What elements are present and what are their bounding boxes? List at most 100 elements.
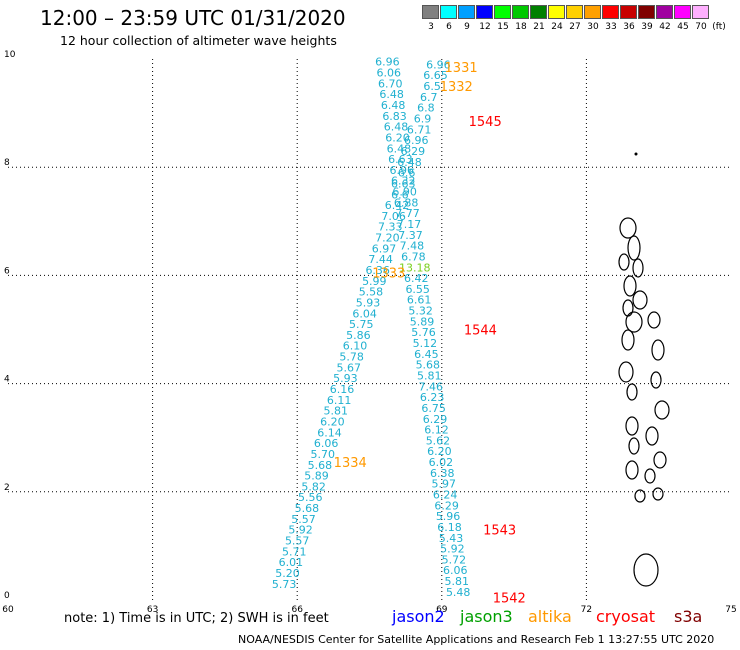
wave-height-value: 5.93 <box>333 372 358 385</box>
wave-height-value: 5.93 <box>356 296 381 309</box>
legend-label: 45 <box>677 22 689 32</box>
wave-height-value: 5.32 <box>408 305 433 318</box>
wave-height-value: 6.71 <box>407 123 432 136</box>
wave-height-value: 5.78 <box>339 351 364 364</box>
satellite-jason2: jason2 <box>392 607 445 626</box>
legend-label: 42 <box>659 22 671 32</box>
coastline-islet <box>634 152 638 156</box>
coastline-island <box>654 400 670 420</box>
legend-label: 30 <box>587 22 599 32</box>
wave-height-value: 5.20 <box>275 567 300 580</box>
wave-height-value: 6.83 <box>382 110 407 123</box>
wave-height-value: 5.48 <box>446 586 471 599</box>
wave-height-value: 6.16 <box>330 383 355 396</box>
wave-height-value: 6.18 <box>437 521 462 534</box>
wave-height-value: 6.11 <box>327 394 352 407</box>
wave-height-value: 6.23 <box>420 391 445 404</box>
wave-height-value: 5.68 <box>295 502 320 515</box>
wave-height-value: 5.82 <box>301 480 326 493</box>
pass-number-label: 1545 <box>469 115 502 130</box>
wave-height-value: 6.42 <box>385 199 410 212</box>
wave-height-value: 6.06 <box>314 437 339 450</box>
legend-label: 12 <box>479 22 491 32</box>
wave-height-value: 7.44 <box>368 253 393 266</box>
wave-height-value: 6.01 <box>279 556 304 569</box>
wave-height-value: 6.48 <box>384 121 409 134</box>
wave-height-value: 6.63 <box>391 177 416 190</box>
legend-swatch <box>602 5 619 19</box>
legend-label: 21 <box>533 22 545 32</box>
pass-number-label: 1332 <box>440 80 473 95</box>
legend-label: 3 <box>428 22 434 32</box>
satellite-jason3: jason3 <box>460 607 513 626</box>
legend-swatch <box>566 5 583 19</box>
wave-height-value: 6.06 <box>377 67 402 80</box>
x-tick-label: 72 <box>581 605 592 615</box>
wave-height-value: 7.20 <box>375 232 400 245</box>
wave-height-value: 6.9 <box>414 113 432 126</box>
wave-height-value: 6.14 <box>317 426 342 439</box>
pass-number-label: 1544 <box>464 324 497 339</box>
wave-height-value: 6.63 <box>388 153 413 166</box>
wave-height-value: 6.48 <box>381 99 406 112</box>
map-title: 12:00 – 23:59 UTC 01/31/2020 <box>40 6 346 30</box>
x-tick-label: 63 <box>147 605 158 615</box>
wave-height-value: 6.96 <box>375 56 400 69</box>
wave-height-value: 6.42 <box>404 272 429 285</box>
wave-height-value: 5.97 <box>431 478 456 491</box>
pass-number-label: 1542 <box>493 591 526 606</box>
wave-height-value: 5.89 <box>304 470 329 483</box>
wave-height-value: 5.75 <box>349 318 374 331</box>
coastline-island <box>622 299 634 317</box>
legend-swatch <box>638 5 655 19</box>
wave-height-value: 13.18 <box>399 261 431 274</box>
wave-height-value: 6.75 <box>421 402 446 415</box>
legend-swatch <box>440 5 457 19</box>
y-tick-label: 6 <box>4 266 10 276</box>
wave-height-value: 6.48 <box>387 142 412 155</box>
wave-height-value: 6.06 <box>443 564 468 577</box>
wave-height-value: 5.57 <box>285 534 310 547</box>
wave-height-value: 7.17 <box>397 218 422 231</box>
pass-number-label: 1543 <box>483 524 516 539</box>
wave-height-value: 6.38 <box>430 467 455 480</box>
wave-height-value: 6.6 <box>398 167 416 180</box>
wave-height-value: 6.97 <box>372 242 397 255</box>
wave-height-value: 5.81 <box>324 405 349 418</box>
legend-label: 39 <box>641 22 653 32</box>
footer-note: note: 1) Time is in UTC; 2) SWH is in fe… <box>64 611 329 626</box>
legend-label: 15 <box>497 22 509 32</box>
legend-swatch <box>476 5 493 19</box>
legend-swatch <box>692 5 709 19</box>
coastline-island <box>619 217 637 239</box>
wave-height-value: 6.04 <box>352 307 377 320</box>
wave-height-value: 6.24 <box>433 489 458 502</box>
legend-swatch <box>494 5 511 19</box>
wave-height-value: 6.6 <box>391 188 409 201</box>
x-tick-label: 69 <box>436 605 448 615</box>
wave-height-value: 6.78 <box>401 250 426 263</box>
wave-height-value: 6.10 <box>343 340 368 353</box>
wave-height-value: 5.58 <box>359 286 384 299</box>
legend-label: 18 <box>515 22 527 32</box>
wave-height-value: 6.12 <box>424 424 449 437</box>
coastline-island <box>626 383 638 401</box>
wave-height-value: 7.46 <box>418 380 443 393</box>
wave-height-value: 7.48 <box>400 240 425 253</box>
wave-height-value: 5.67 <box>337 361 362 374</box>
legend-label: 6 <box>446 22 452 32</box>
coastline-island <box>651 339 665 361</box>
satellite-cryosat: cryosat <box>596 607 656 626</box>
wave-height-value: 5.72 <box>442 553 467 566</box>
wave-height-value: 6.70 <box>378 77 403 90</box>
pass-number-label: 1333 <box>372 267 405 282</box>
wave-height-value: 6.90 <box>392 186 417 199</box>
y-tick-label: 2 <box>4 483 10 493</box>
wave-height-value: 5.57 <box>291 513 316 526</box>
pass-number-label: 1334 <box>334 456 367 471</box>
wave-height-value: 6.48 <box>397 156 422 169</box>
legend-swatch <box>458 5 475 19</box>
x-tick-label: 60 <box>2 605 14 615</box>
wave-height-value: 5.68 <box>308 459 333 472</box>
coastline-island <box>625 416 639 436</box>
